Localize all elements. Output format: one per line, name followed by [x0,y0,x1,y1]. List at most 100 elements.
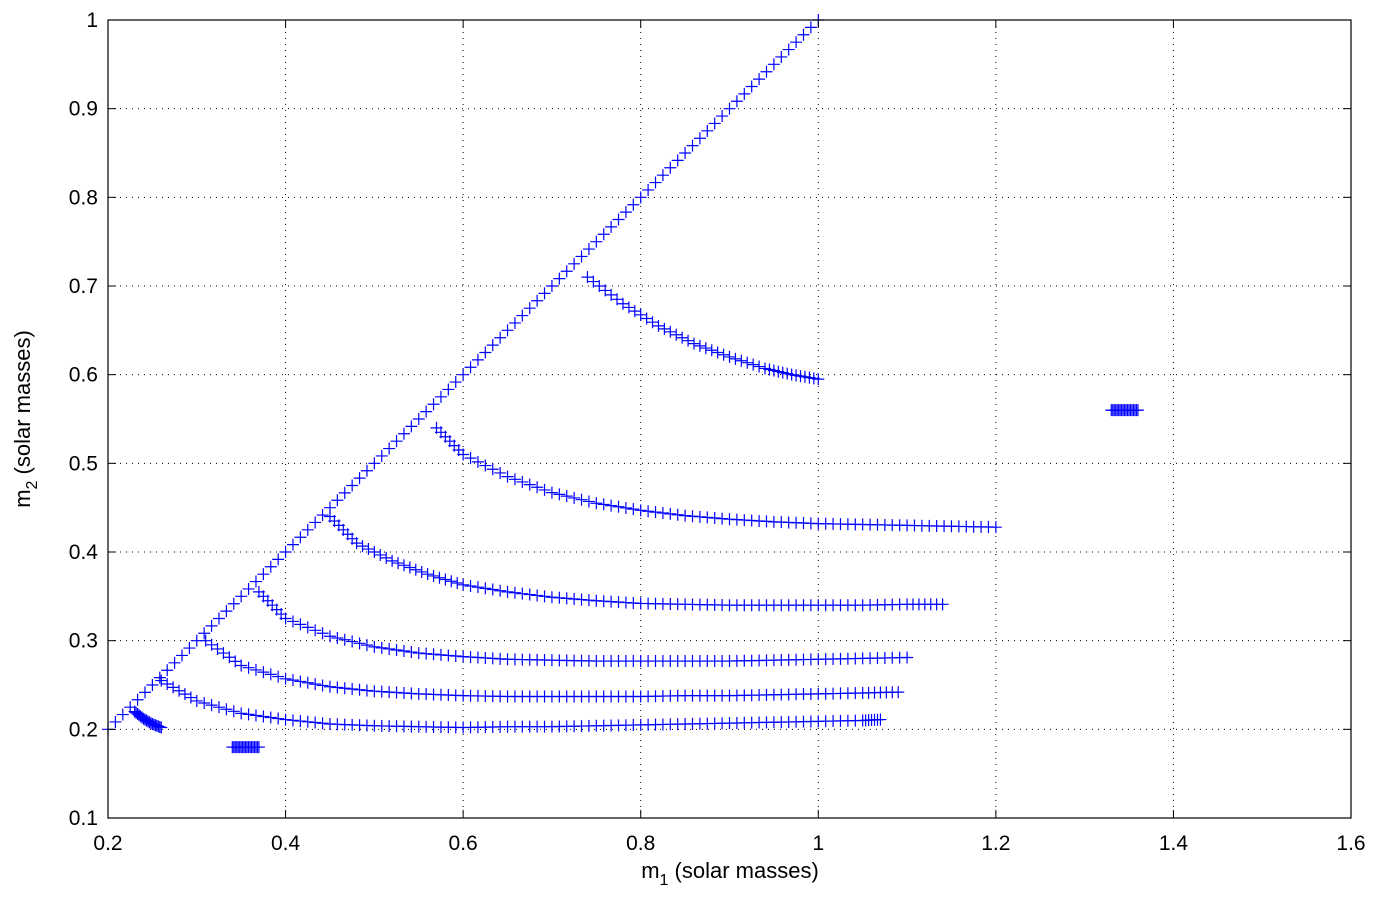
data-point-marker [451,577,464,590]
data-point-marker [723,350,736,363]
data-point-marker [242,661,255,674]
data-point-marker [486,463,499,476]
data-point-marker [294,531,307,544]
data-point-marker [738,87,751,100]
series-group [128,705,168,734]
y-tick-label: 0.4 [69,541,99,564]
data-point-marker [346,635,359,648]
data-point-marker [627,503,640,516]
data-point-marker [716,110,729,123]
data-point-marker [760,65,773,78]
data-point-marker [439,573,452,586]
data-point-marker [323,630,336,643]
data-point-marker [989,521,1002,534]
data-point-marker [235,659,248,672]
data-point-marker [397,427,410,440]
data-point-marker [316,509,329,522]
y-tick-label: 1 [86,9,98,32]
data-point-marker [368,457,381,470]
data-point-marker [545,280,558,292]
data-point-marker [252,741,265,754]
data-point-marker [167,681,180,694]
data-point-marker [676,331,689,344]
data-point-marker [531,294,544,307]
data-point-marker [693,339,706,352]
data-point-marker [730,95,743,108]
data-point-marker [360,464,373,477]
data-point-marker [687,337,700,350]
data-point-marker [368,546,381,558]
data-point-marker [553,488,566,501]
data-point-marker [212,701,225,714]
data-point-marker [184,691,197,704]
data-point-marker [812,373,825,386]
data-point-marker [360,684,373,697]
data-point-marker [686,139,699,152]
data-point-marker [642,183,655,196]
y-tick-label: 0.1 [69,807,98,830]
data-point-marker [397,645,410,658]
data-point-marker [708,117,721,130]
x-axis-label: m1 (solar masses) [641,858,819,889]
data-point-marker [235,590,248,603]
data-point-marker [198,627,211,640]
data-point-marker [390,643,403,656]
data-point-marker [235,707,248,720]
data-point-marker [590,235,603,248]
data-point-marker [531,589,544,602]
y-tick-label: 0.7 [69,275,98,298]
data-point-marker [155,721,168,734]
data-point-marker [427,398,440,411]
data-point-marker [753,360,766,373]
data-point-marker [375,449,388,462]
data-point-marker [523,302,536,315]
data-point-marker [390,435,403,448]
data-point-marker [797,28,810,41]
data-point-marker [242,708,255,721]
data-point-marker [331,494,344,507]
data-point-marker [309,716,322,729]
data-point-marker [479,582,492,595]
data-point-marker [523,588,536,601]
data-point-marker [652,319,665,332]
data-point-marker [471,455,484,468]
data-point-marker [183,642,196,655]
series-group [199,634,905,703]
data-point-marker [582,243,595,256]
data-point-marker [264,560,277,573]
data-point-marker [338,486,351,499]
data-point-marker [501,324,514,337]
data-point-marker [353,683,366,696]
series-group [323,510,949,612]
y-tick-label: 0.3 [69,630,98,653]
data-point-marker [380,551,393,564]
data-point-marker [346,682,359,695]
data-point-marker [464,579,477,592]
data-point-marker [735,354,748,367]
data-point-marker [664,507,677,520]
data-point-marker [670,328,683,341]
data-point-marker [679,147,692,159]
data-point-marker [449,376,462,389]
y-tick-label: 0.5 [69,452,98,475]
data-point-marker [701,124,714,137]
data-point-marker [386,554,399,567]
x-tick-label: 1.2 [981,832,1010,855]
data-point-marker [560,265,573,278]
data-point-marker [741,356,754,369]
data-point-marker [138,686,151,699]
data-point-marker [331,632,344,645]
data-point-marker [479,346,492,359]
data-point-marker [227,705,240,718]
data-point-marker [331,681,344,694]
data-point-marker [892,686,905,699]
data-point-marker [362,543,375,556]
data-point-marker [249,663,262,676]
data-point-marker [501,585,514,598]
data-point-marker [753,73,766,86]
data-point-marker [257,710,270,723]
data-point-marker [161,664,174,677]
data-point-marker [471,581,484,594]
